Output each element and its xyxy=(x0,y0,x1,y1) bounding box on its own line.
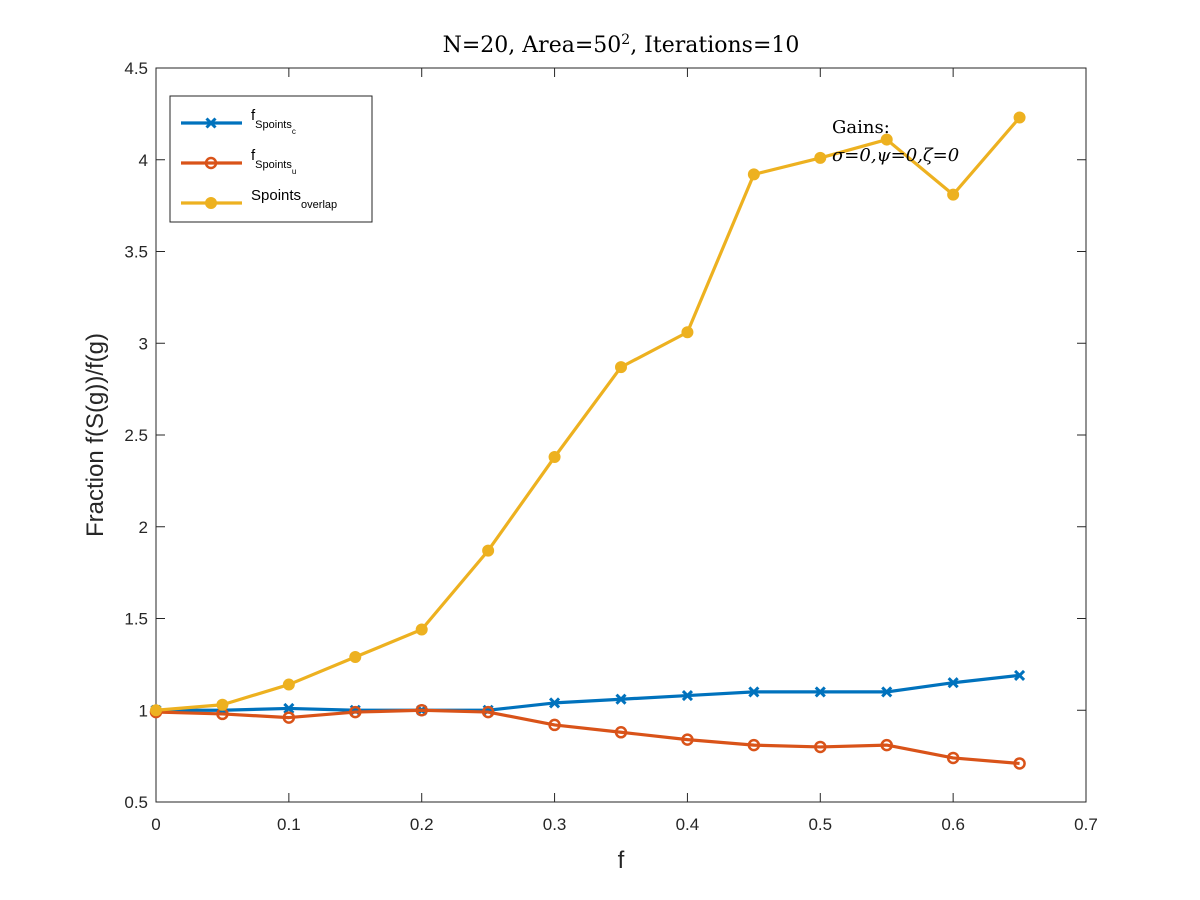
x-tick-label: 0 xyxy=(151,815,160,834)
y-axis-label: Fraction f(S(g))/f(g) xyxy=(82,333,109,537)
legend-entry-fSpointsc: fSpointsc xyxy=(181,107,296,136)
data-point-fSpointsu xyxy=(880,738,893,752)
data-point-fSpointsu xyxy=(548,718,561,732)
legend-entry-fSpointsu: fSpointsu xyxy=(181,147,296,176)
data-point-fSpointsu xyxy=(747,738,761,752)
x-tick-label: 0.7 xyxy=(1074,815,1098,834)
y-tick-label: 3 xyxy=(139,334,148,353)
data-point-Spointsoverlap xyxy=(880,133,893,146)
data-point-fSpointsc xyxy=(1014,669,1026,681)
legend-label: fSpointsc xyxy=(251,107,296,136)
annotation-gains: Gains: xyxy=(832,117,890,138)
series-line-fSpointsu xyxy=(155,708,1020,766)
data-point-Spointsoverlap xyxy=(282,678,295,691)
data-point-fSpointsc xyxy=(283,702,295,714)
data-point-Spointsoverlap xyxy=(216,698,229,711)
y-tick-label: 1.5 xyxy=(124,610,148,629)
data-point-fSpointsc xyxy=(615,693,627,705)
legend-label: Spointsoverlap xyxy=(251,187,337,211)
y-tick-label: 1 xyxy=(139,701,148,720)
data-point-fSpointsu xyxy=(814,740,827,754)
data-point-Spointsoverlap xyxy=(1013,111,1026,124)
data-point-fSpointsu xyxy=(946,751,960,765)
x-axis-ticks: 0 0.1 0.2 0.3 0.4 0.5 0.6 0.7 xyxy=(151,68,1098,834)
y-tick-label: 4.5 xyxy=(124,59,148,78)
annotation-gains-values: σ=0,ψ=0,ζ=0 xyxy=(832,145,959,166)
data-point-Spointsoverlap xyxy=(415,623,428,636)
data-point-fSpointsc xyxy=(681,690,693,702)
x-tick-label: 0.2 xyxy=(410,815,434,834)
legend-marker xyxy=(204,156,218,170)
x-tick-label: 0.4 xyxy=(676,815,700,834)
data-point-fSpointsu xyxy=(415,704,428,717)
x-tick-label: 0.3 xyxy=(543,815,567,834)
data-point-fSpointsu xyxy=(349,705,362,719)
legend-box xyxy=(169,95,373,223)
data-point-fSpointsu xyxy=(282,711,296,724)
series-line-Spointsoverlap xyxy=(155,116,1021,712)
series-Spointsoverlap xyxy=(150,111,1026,717)
data-point-Spointsoverlap xyxy=(615,361,627,374)
legend-entries: fSpointsc fSpointsu Spointsoverlap xyxy=(181,107,337,211)
legend: fSpointsc fSpointsu Spointsoverlap xyxy=(169,95,373,223)
data-point-Spointsoverlap xyxy=(482,544,495,557)
series-line-fSpointsc xyxy=(156,673,1020,712)
y-tick-label: 3.5 xyxy=(124,243,148,262)
y-tick-label: 0.5 xyxy=(124,793,148,812)
y-axis-ticks: 0.5 1 1.5 2 2.5 3 3.5 4 4.5 xyxy=(124,59,1086,812)
x-tick-label: 0.6 xyxy=(941,815,965,834)
series-fSpointsu xyxy=(149,704,1026,770)
x-axis-label: f xyxy=(618,847,625,874)
legend-entry-Spointsoverlap: Spointsoverlap xyxy=(181,187,337,211)
data-point-fSpointsc xyxy=(549,697,561,709)
y-tick-label: 4 xyxy=(139,151,148,170)
data-point-Spointsoverlap xyxy=(349,651,362,664)
y-tick-label: 2 xyxy=(139,518,148,537)
data-point-fSpointsc xyxy=(814,686,826,698)
data-point-fSpointsu xyxy=(614,726,628,739)
x-tick-label: 0.5 xyxy=(808,815,832,834)
data-point-Spointsoverlap xyxy=(548,451,561,464)
legend-marker xyxy=(205,197,217,209)
legend-marker xyxy=(205,117,217,129)
data-point-fSpointsu xyxy=(681,733,694,746)
data-point-Spointsoverlap xyxy=(150,704,162,717)
data-point-fSpointsc xyxy=(881,686,893,698)
data-point-Spointsoverlap xyxy=(747,168,760,181)
legend-label: fSpointsu xyxy=(251,147,296,176)
data-point-fSpointsc xyxy=(947,677,959,689)
data-point-fSpointsu xyxy=(481,705,495,719)
chart-title-rest: , Iterations=10 xyxy=(630,33,799,58)
data-point-fSpointsc xyxy=(748,686,760,698)
chart-title-superscript: 2 xyxy=(621,32,630,48)
data-point-Spointsoverlap xyxy=(681,326,694,339)
data-point-Spointsoverlap xyxy=(814,151,827,164)
chart-title: N=20, Area=502, Iterations=10 xyxy=(443,32,800,58)
chart-title-main: N=20, Area=50 xyxy=(443,33,622,58)
data-point-Spointsoverlap xyxy=(947,188,960,201)
data-point-fSpointsu xyxy=(1013,757,1026,770)
y-tick-label: 2.5 xyxy=(124,426,148,445)
series-layer xyxy=(149,111,1026,770)
x-tick-label: 0.1 xyxy=(277,815,301,834)
